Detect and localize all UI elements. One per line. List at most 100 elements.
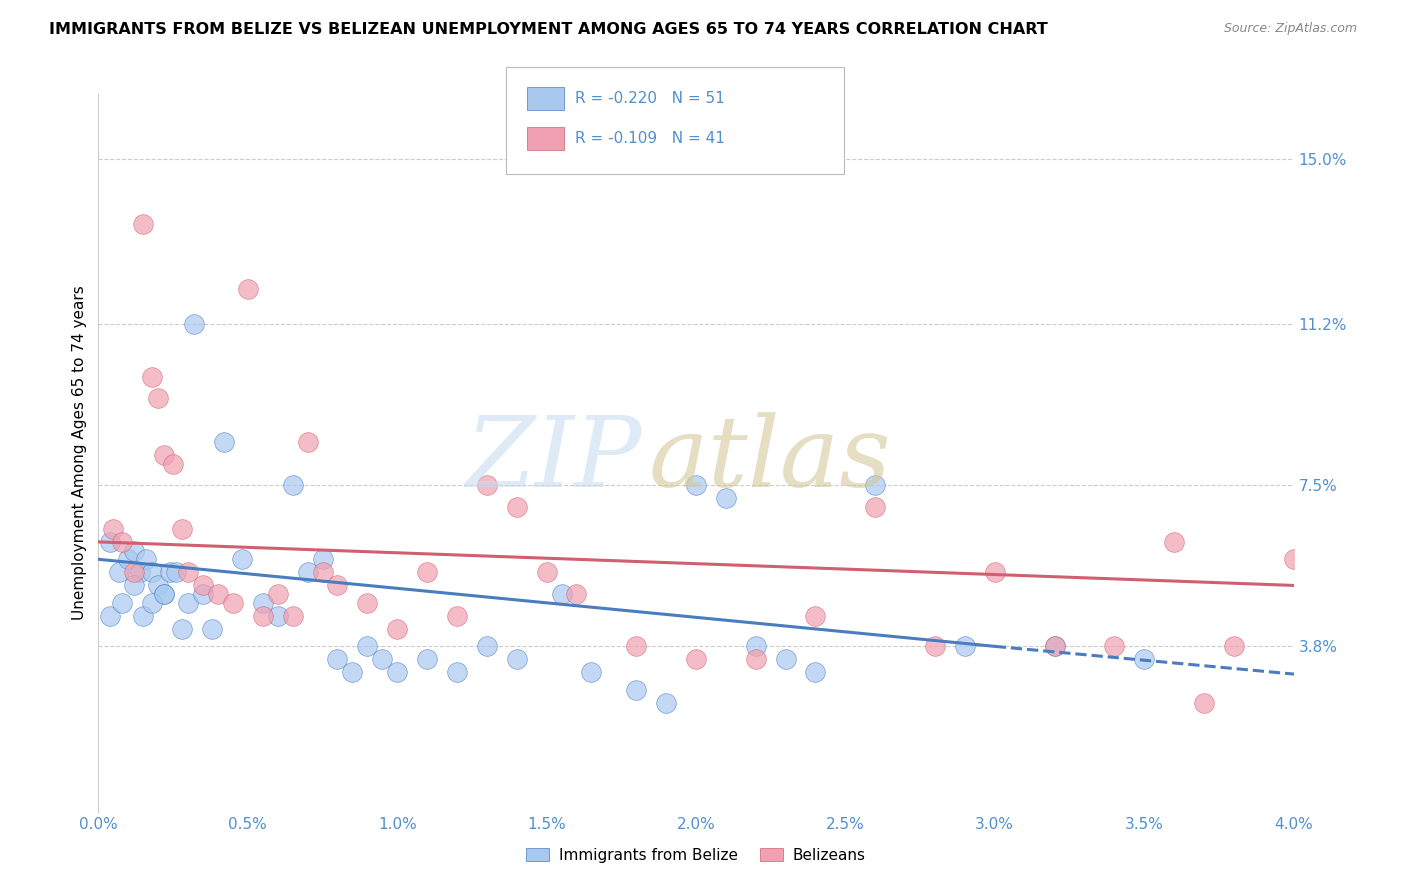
Point — [804, 608, 827, 623]
Point — [141, 596, 163, 610]
Point — [111, 596, 134, 610]
Text: Source: ZipAtlas.com: Source: ZipAtlas.com — [1223, 22, 1357, 36]
Point — [626, 682, 648, 697]
Point — [775, 652, 797, 666]
Point — [342, 665, 364, 680]
Point — [924, 640, 946, 654]
Point — [172, 622, 194, 636]
Point — [172, 522, 194, 536]
Point — [153, 448, 176, 462]
Point — [804, 665, 827, 680]
Point — [117, 552, 139, 566]
Point — [98, 608, 122, 623]
Point — [581, 665, 603, 680]
Point — [141, 369, 163, 384]
Point — [162, 457, 184, 471]
Point — [124, 578, 146, 592]
Point — [565, 587, 588, 601]
Point — [475, 640, 498, 654]
Point — [153, 587, 176, 601]
Point — [1043, 640, 1066, 654]
Point — [953, 640, 976, 654]
Point — [231, 552, 253, 566]
Point — [311, 566, 333, 580]
Point — [416, 566, 439, 580]
Point — [252, 596, 274, 610]
Point — [111, 535, 134, 549]
Point — [506, 652, 529, 666]
Point — [207, 587, 229, 601]
Point — [191, 587, 214, 601]
Point — [103, 522, 125, 536]
Point — [385, 622, 409, 636]
Point — [356, 596, 378, 610]
Point — [281, 608, 304, 623]
Point — [371, 652, 394, 666]
Point — [865, 500, 887, 514]
Point — [685, 478, 707, 492]
Point — [148, 578, 170, 592]
Point — [475, 478, 498, 492]
Point — [212, 434, 235, 449]
Point — [1043, 640, 1066, 654]
Point — [356, 640, 378, 654]
Point — [655, 696, 678, 710]
Point — [153, 587, 176, 601]
Point — [159, 566, 181, 580]
Point — [141, 566, 163, 580]
Point — [685, 652, 707, 666]
Y-axis label: Unemployment Among Ages 65 to 74 years: Unemployment Among Ages 65 to 74 years — [72, 285, 87, 620]
Point — [236, 283, 259, 297]
Point — [326, 652, 349, 666]
Point — [267, 608, 290, 623]
Point — [1192, 696, 1215, 710]
Point — [132, 217, 155, 231]
Point — [446, 665, 468, 680]
Point — [385, 665, 409, 680]
Point — [714, 491, 737, 506]
Point — [252, 608, 274, 623]
Point — [550, 587, 572, 601]
Point — [267, 587, 290, 601]
Text: ZIP: ZIP — [465, 412, 643, 508]
Text: IMMIGRANTS FROM BELIZE VS BELIZEAN UNEMPLOYMENT AMONG AGES 65 TO 74 YEARS CORREL: IMMIGRANTS FROM BELIZE VS BELIZEAN UNEMP… — [49, 22, 1047, 37]
Point — [177, 566, 200, 580]
Point — [129, 566, 152, 580]
Point — [1223, 640, 1246, 654]
Legend: Immigrants from Belize, Belizeans: Immigrants from Belize, Belizeans — [520, 841, 872, 869]
Point — [183, 318, 205, 332]
Point — [297, 566, 319, 580]
Point — [984, 566, 1007, 580]
Point — [536, 566, 558, 580]
Point — [165, 566, 187, 580]
Point — [446, 608, 468, 623]
Point — [177, 596, 200, 610]
Point — [326, 578, 349, 592]
Point — [191, 578, 214, 592]
Point — [222, 596, 245, 610]
Point — [311, 552, 333, 566]
Text: R = -0.220   N = 51: R = -0.220 N = 51 — [575, 91, 725, 105]
Point — [98, 535, 122, 549]
Point — [506, 500, 529, 514]
Text: atlas: atlas — [648, 412, 891, 508]
Point — [865, 478, 887, 492]
Point — [416, 652, 439, 666]
Point — [626, 640, 648, 654]
Point — [132, 608, 155, 623]
Point — [148, 392, 170, 406]
Point — [124, 566, 146, 580]
Point — [745, 640, 768, 654]
Point — [745, 652, 768, 666]
Point — [1282, 552, 1305, 566]
Point — [1133, 652, 1156, 666]
Point — [1163, 535, 1185, 549]
Text: R = -0.109   N = 41: R = -0.109 N = 41 — [575, 131, 725, 145]
Point — [281, 478, 304, 492]
Point — [297, 434, 319, 449]
Point — [1104, 640, 1126, 654]
Point — [201, 622, 224, 636]
Point — [108, 566, 131, 580]
Point — [135, 552, 157, 566]
Point — [124, 543, 146, 558]
